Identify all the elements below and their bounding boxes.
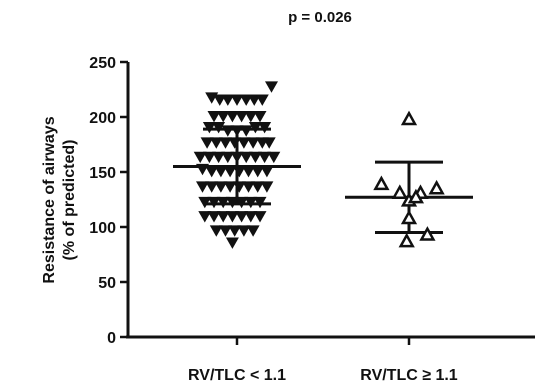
data-point (258, 151, 272, 164)
data-point (398, 232, 415, 248)
data-point (235, 196, 249, 209)
data-point (262, 137, 276, 149)
data-point (239, 151, 253, 164)
y-axis-label-line2: (% of predicted) (61, 140, 78, 261)
data-point (207, 211, 221, 223)
data-point (193, 151, 207, 164)
data-point (237, 137, 251, 149)
data-point (407, 188, 425, 204)
data-point (228, 225, 242, 237)
data-point (223, 166, 237, 178)
data-point (214, 166, 228, 178)
data-point (248, 151, 262, 164)
data-point (373, 175, 390, 191)
data-point (221, 151, 235, 164)
data-point (228, 137, 242, 149)
y-tick-label: 50 (98, 275, 116, 292)
data-point (209, 137, 223, 149)
data-point (225, 196, 239, 209)
data-point (235, 111, 249, 123)
data-point (212, 122, 226, 134)
y-tick-label: 200 (89, 110, 116, 127)
data-point (232, 166, 246, 178)
data-point (400, 110, 418, 126)
data-point (253, 111, 267, 123)
data-point (207, 196, 221, 209)
data-point (230, 151, 244, 164)
data-point (202, 151, 216, 164)
data-point (225, 211, 239, 223)
data-point (232, 181, 246, 193)
data-point (253, 196, 267, 209)
data-point (260, 166, 274, 178)
y-tick-label: 100 (89, 220, 116, 237)
x-category-label: RV/TLC ≥ 1.1 (360, 367, 458, 384)
data-point (198, 211, 212, 223)
data-point (253, 211, 267, 223)
data-point (248, 122, 262, 134)
data-point (246, 137, 260, 149)
data-point (205, 166, 219, 178)
data-point (258, 122, 272, 134)
data-point (221, 125, 235, 137)
data-point (251, 181, 265, 193)
y-tick-label: 150 (89, 165, 116, 182)
data-point (246, 225, 260, 237)
data-point (242, 181, 255, 193)
data-point (251, 166, 265, 178)
data-point (196, 181, 209, 193)
data-point (242, 166, 255, 178)
data-point (196, 163, 209, 176)
data-point (225, 237, 239, 249)
data-point (230, 94, 244, 106)
data-point (216, 111, 230, 123)
data-point (219, 137, 232, 149)
data-point (230, 125, 244, 137)
y-tick-label: 250 (89, 55, 116, 72)
data-point (391, 184, 408, 199)
data-point (244, 211, 258, 223)
data-point (244, 111, 258, 123)
data-point (400, 209, 418, 225)
data-point (216, 196, 230, 209)
data-point (219, 225, 232, 237)
data-point (212, 151, 226, 164)
data-point (265, 81, 278, 93)
data-point (214, 181, 228, 193)
chart-title: p = 0.026 (288, 9, 352, 26)
data-point (225, 111, 239, 123)
data-point (200, 137, 214, 149)
data-point (237, 225, 251, 237)
data-point (267, 151, 281, 164)
data-point (255, 94, 269, 106)
y-tick-label: 0 (107, 330, 116, 347)
data-point (202, 122, 216, 134)
data-point (419, 226, 436, 241)
data-point (216, 211, 230, 223)
data-point (223, 181, 237, 193)
data-point (260, 181, 274, 193)
data-point (221, 94, 235, 106)
data-point (239, 125, 253, 137)
data-point (209, 225, 223, 237)
data-point (198, 196, 212, 209)
x-category-label: RV/TLC < 1.1 (188, 367, 286, 384)
data-point (428, 179, 445, 195)
data-point (205, 181, 219, 193)
data-point (235, 211, 249, 223)
data-point (244, 196, 258, 209)
data-point (207, 111, 221, 123)
y-axis-label-line1: Resistance of airways (41, 116, 58, 283)
